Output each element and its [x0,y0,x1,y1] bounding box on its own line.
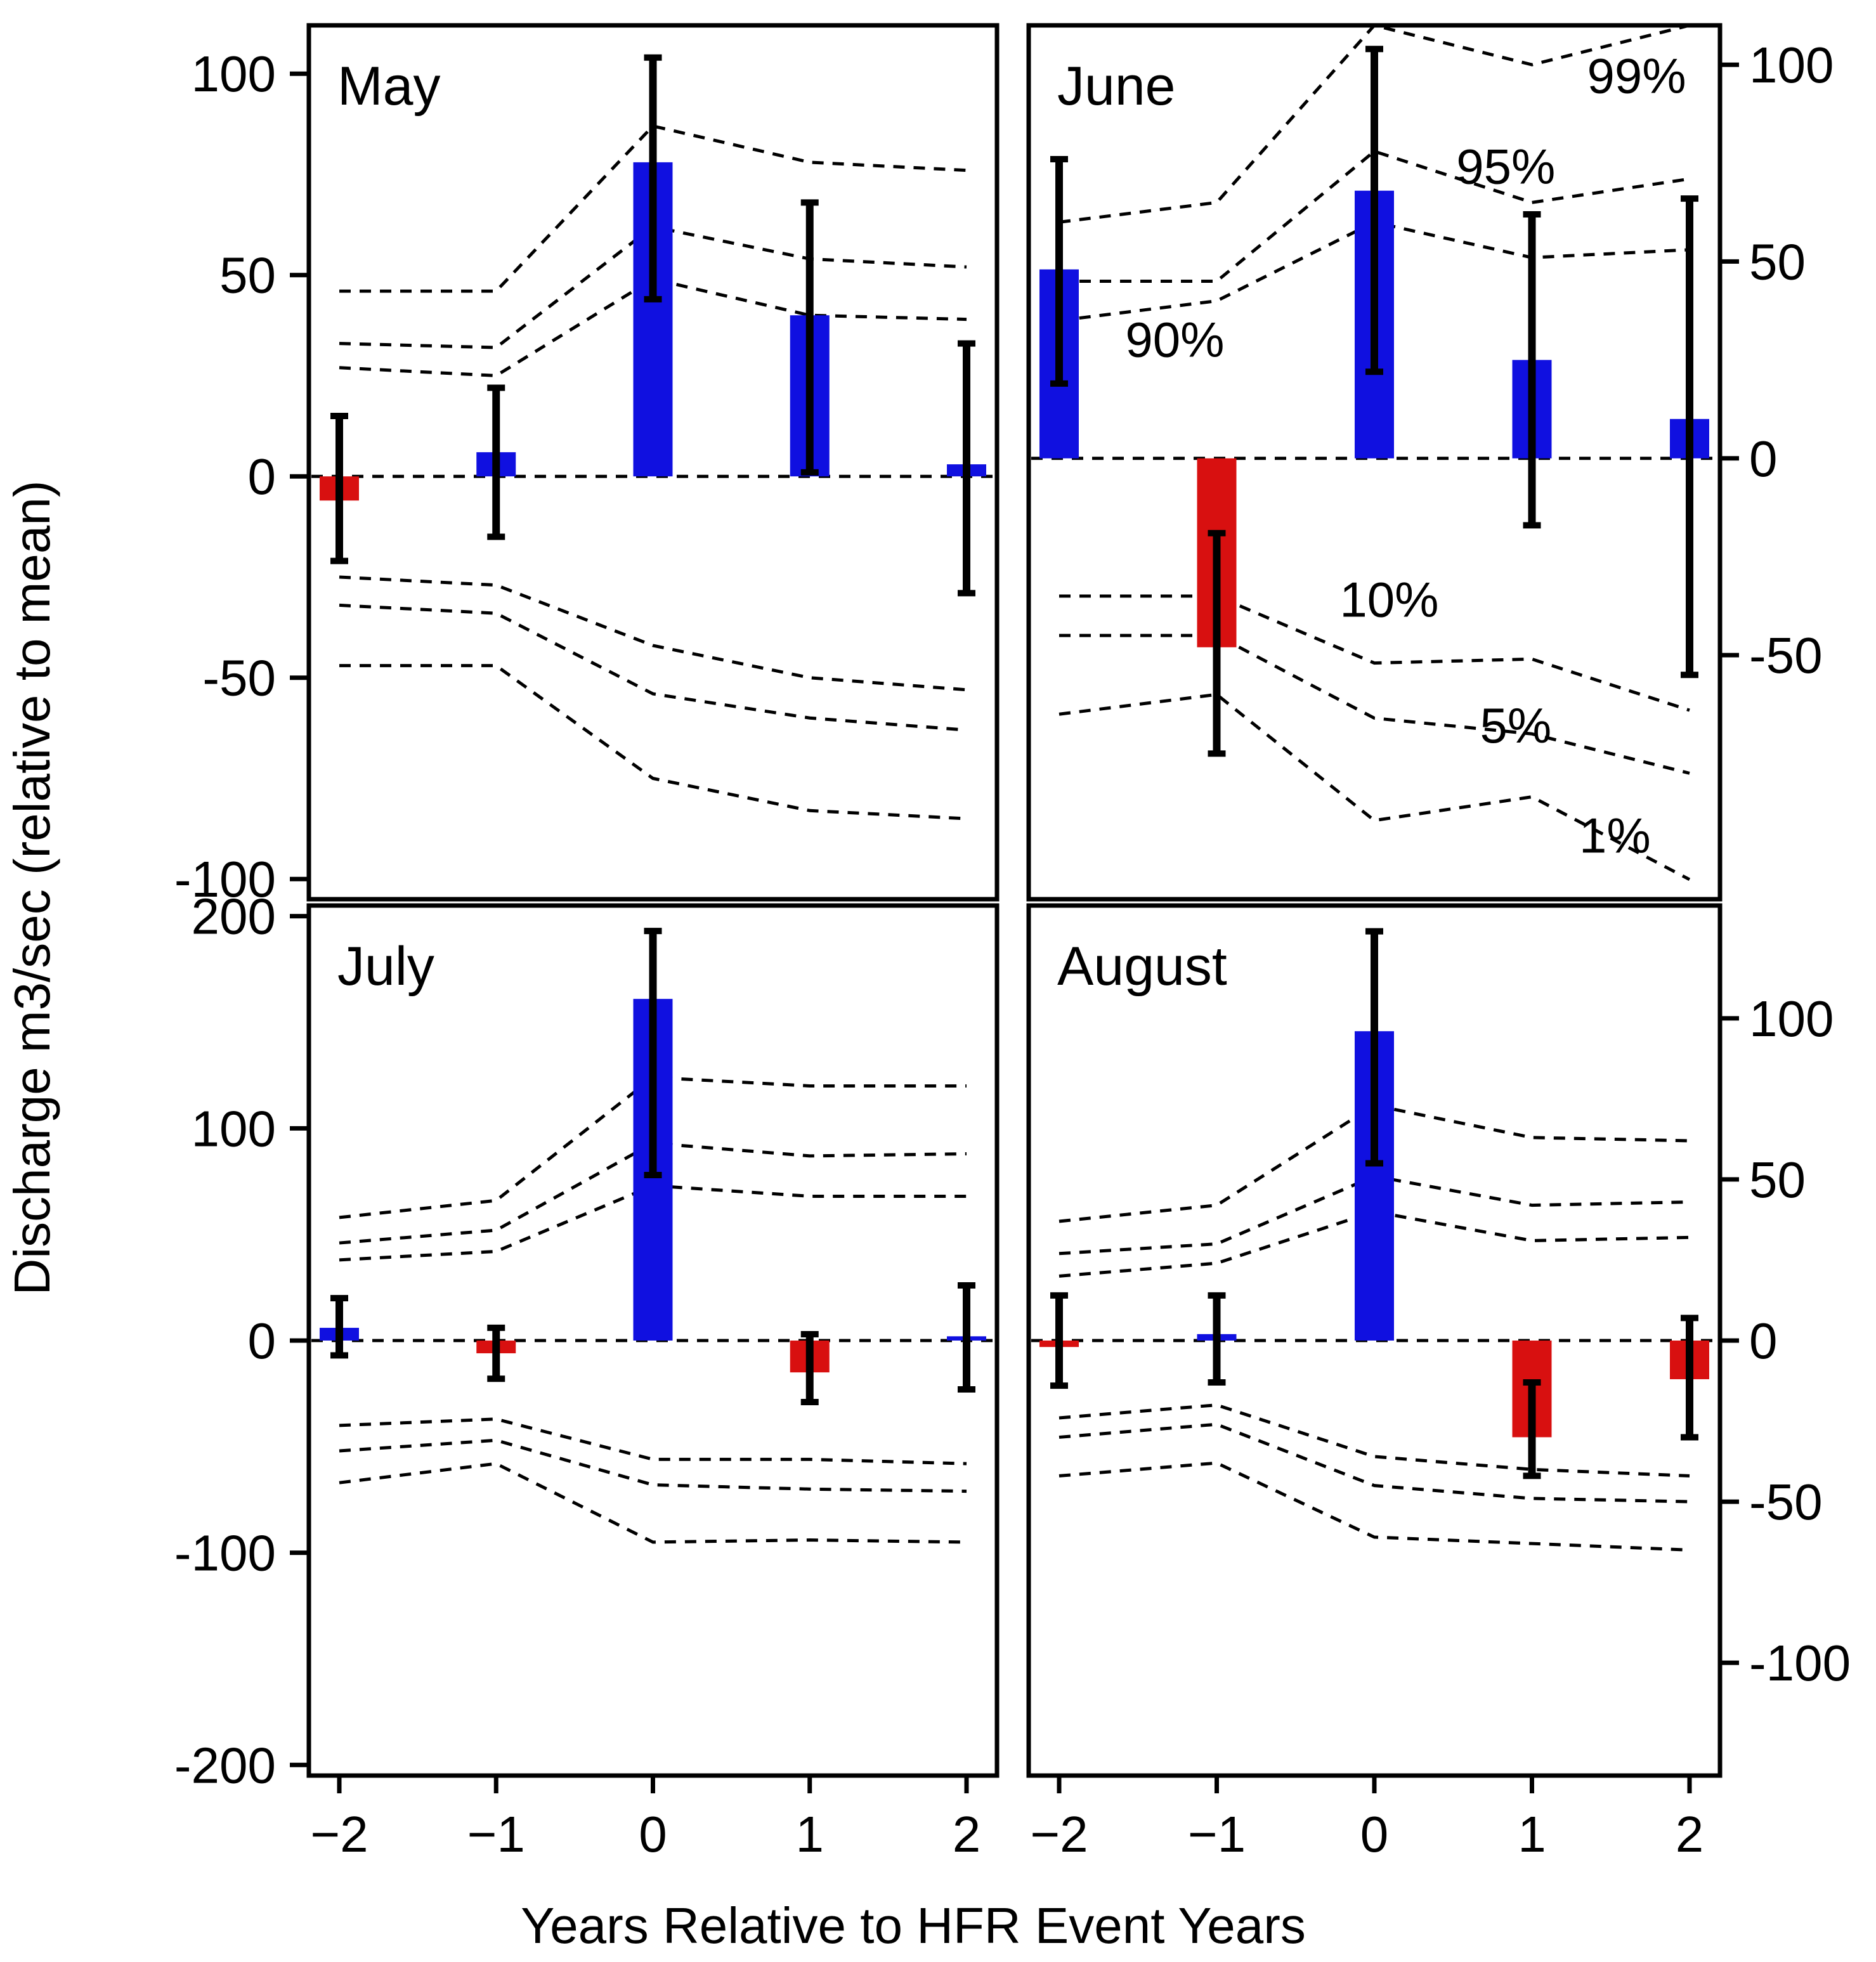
percentile-label: 99% [1587,48,1686,104]
percentile-label: 1% [1579,808,1651,864]
y-tick-label: 0 [1749,1313,1778,1369]
percentile-line-1pct [339,1462,967,1544]
y-tick-label: 100 [1749,991,1834,1047]
y-tick-label: 100 [1749,37,1834,93]
y-tick-label: 100 [192,1100,276,1157]
y-tick-label: -50 [1749,627,1823,684]
panel-title: June [1057,56,1176,117]
y-tick-label: 200 [192,888,276,945]
percentile-line-10pct [339,575,967,692]
percentile-line-99pct [339,124,967,293]
y-tick-label: 100 [192,46,276,102]
y-tick-label: -100 [174,851,276,907]
x-tick-label: 2 [1676,1806,1704,1862]
panel-title: August [1057,936,1227,997]
percentile-line-10pct [339,1417,967,1465]
y-axis-title: Discharge m3/sec (relative to mean) [4,481,60,1296]
y-tick-label: -200 [174,1737,276,1793]
percentile-label: 95% [1456,138,1555,194]
percentile-line-1pct [1059,692,1691,881]
y-tick-label: 0 [1749,431,1778,487]
percentile-line-90pct [339,277,967,378]
y-tick-label: -100 [174,1525,276,1582]
x-tick-label: −1 [1188,1806,1246,1862]
x-tick-label: 1 [796,1806,824,1862]
x-tick-label: −1 [467,1806,525,1862]
y-tick-label: -50 [1749,1474,1823,1530]
x-tick-label: 0 [1360,1806,1389,1862]
percentile-line-5pct [339,603,967,732]
panel-title: July [337,936,434,997]
panel-august: 100 50 0 -50 -100 −2 −1 0 1 2 August [1026,903,1851,1862]
y-tick-label: 50 [219,247,276,304]
percentile-line-5pct [1059,1422,1690,1504]
percentile-label: 5% [1480,698,1551,753]
percentile-line-95pct [1059,149,1690,283]
percentile-line-10pct [1059,1403,1690,1478]
x-tick-label: −2 [1030,1806,1088,1862]
percentile-line-10pct [1059,594,1690,712]
percentile-line-1pct [339,664,967,821]
x-tick-label: 0 [639,1806,667,1862]
percentile-line-99pct [339,1075,967,1219]
percentile-label: 90% [1125,312,1224,368]
y-tick-label: 0 [248,448,277,505]
percentile-line-1pct [1059,1461,1690,1552]
panel-june: 100 50 0 -50 June 99% 95% 90% 10% 5% 1% [1026,23,1834,902]
percentile-line-90pct [1059,1210,1690,1278]
panel-frame [1026,23,1723,902]
x-axis-title: Years Relative to HFR Event Years [521,1897,1306,1954]
y-tick-label: 50 [1749,1152,1806,1208]
percentile-line-95pct [339,1141,967,1245]
x-tick-label: 1 [1518,1806,1546,1862]
panel-july: 200 100 0 -100 -200 −2 −1 0 1 2 July [174,888,1000,1862]
x-tick-label: −2 [310,1806,368,1862]
y-tick-label: -100 [1749,1635,1851,1691]
percentile-label: 10% [1339,571,1438,627]
percentile-line-5pct [339,1438,967,1493]
x-tick-label: 2 [953,1806,981,1862]
panel-title: May [337,56,440,117]
y-tick-label: -50 [202,650,276,706]
panel-frame [306,23,1000,902]
percentile-line-5pct [1059,633,1690,775]
y-tick-label: 0 [248,1313,277,1369]
y-tick-label: 50 [1749,233,1806,290]
panel-may: 100 50 0 -50 -100 May [174,23,1000,907]
